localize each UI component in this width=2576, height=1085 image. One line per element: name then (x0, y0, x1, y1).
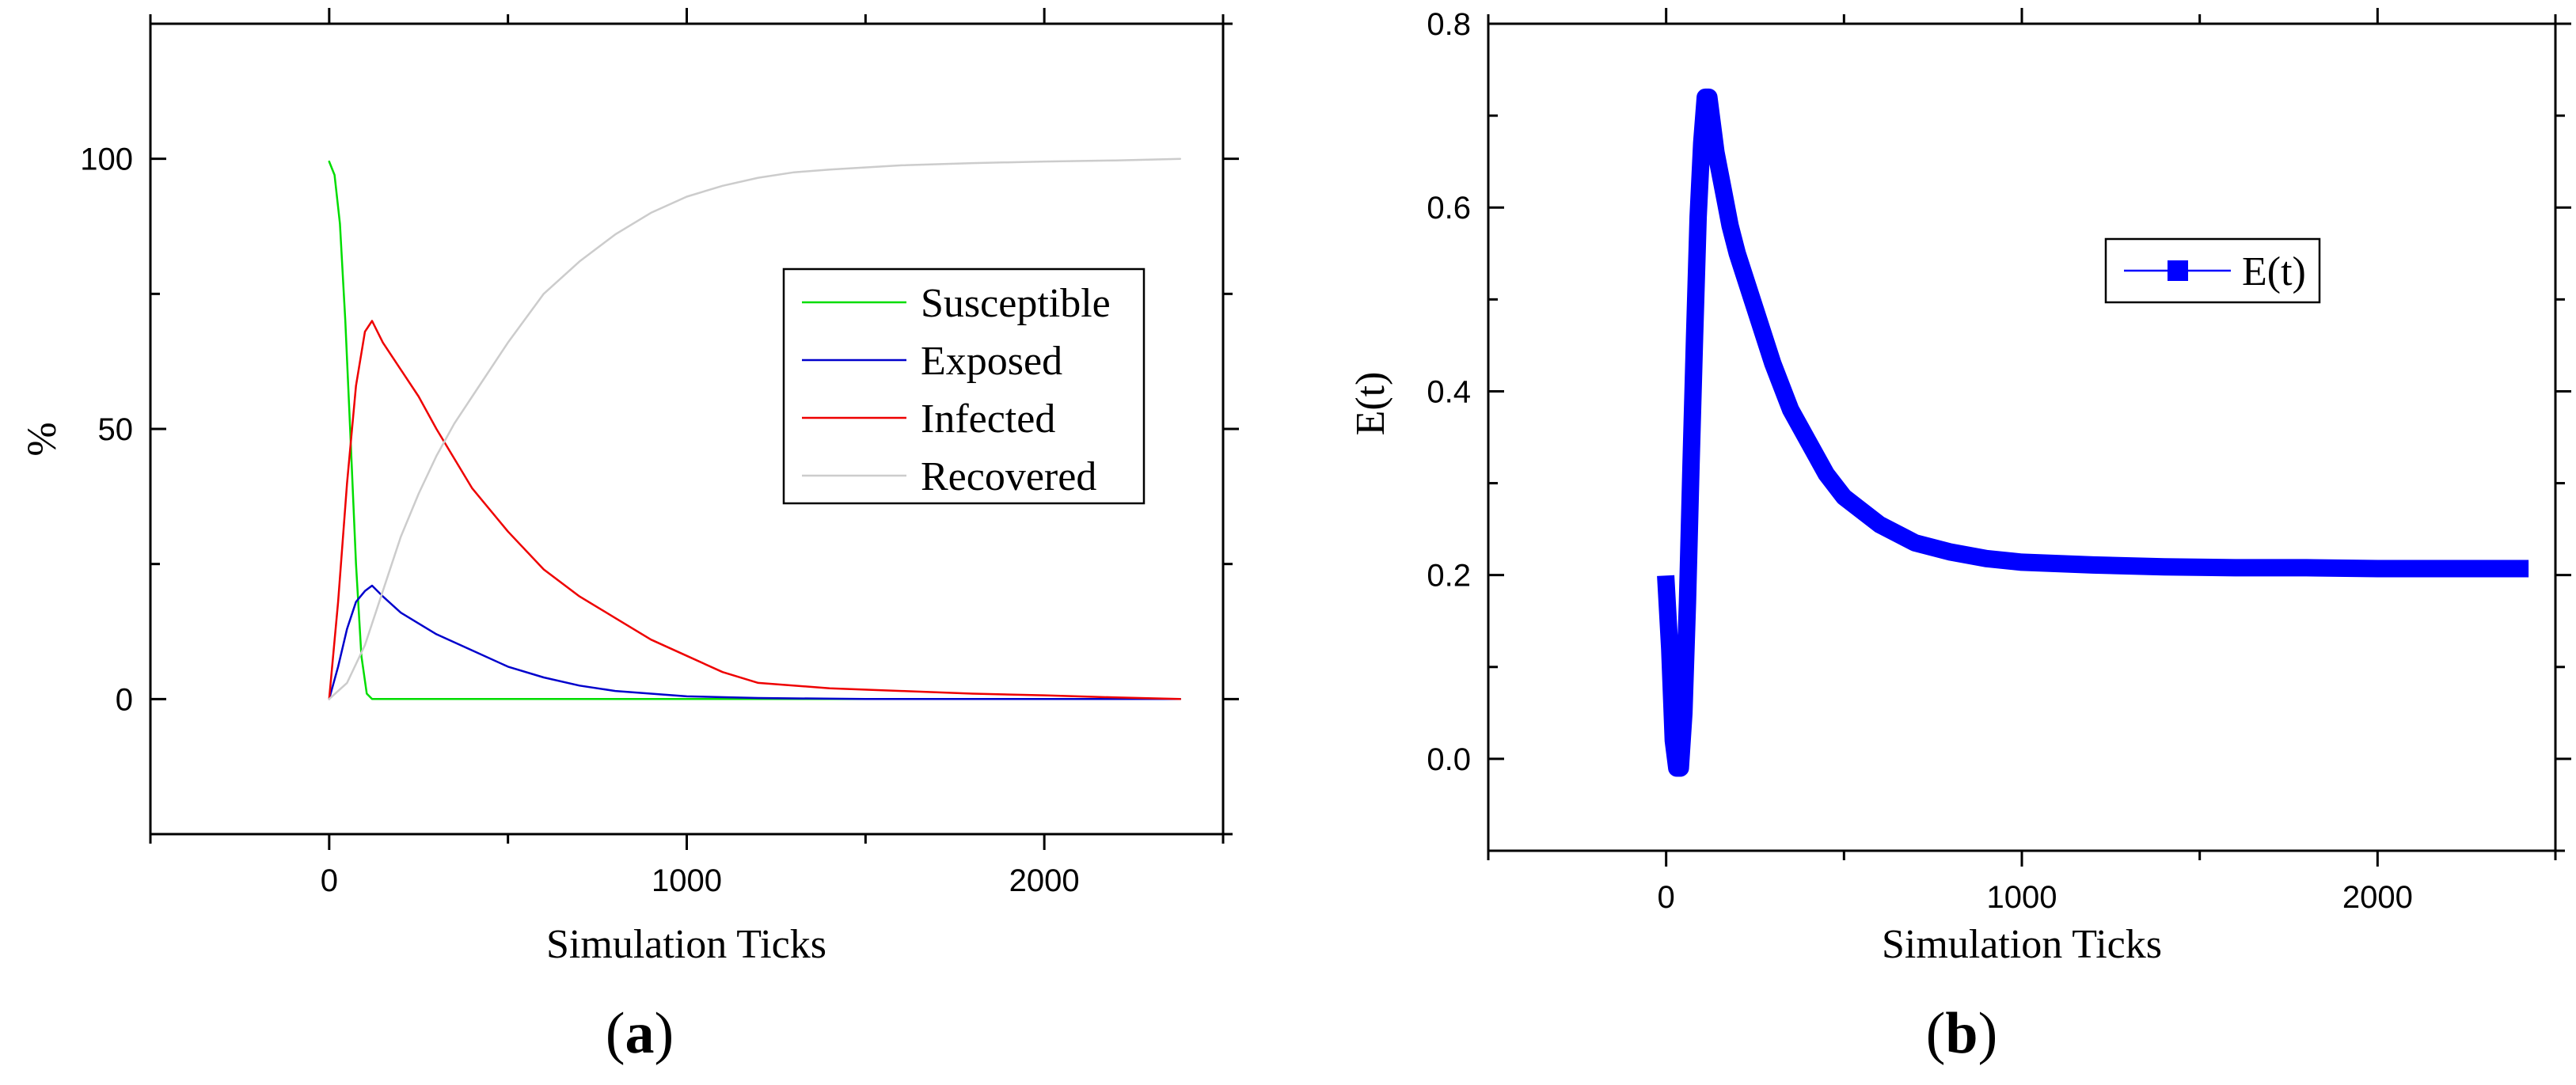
panel-a-ticks: 0 1000 2000 0 50 100 (80, 8, 1239, 898)
panel-a-legend: Susceptible Exposed Infected Recovered (782, 267, 1146, 505)
b-legend-label: E(t) (2242, 249, 2306, 294)
panel-a-label: (a) (606, 1001, 674, 1066)
panel-a-legend-box (782, 267, 1146, 505)
a-legend-label: Infected (921, 396, 1055, 442)
a-series-line-susceptible (328, 160, 1182, 700)
a-y-tick-label: 100 (80, 142, 133, 177)
panel-b-x-axis-title: Simulation Ticks (1882, 922, 2162, 967)
a-series-line-exposed (328, 584, 1182, 700)
b-x-tick-label: 1000 (1987, 880, 2057, 915)
panel-b-ticks: 0 1000 2000 0.0 0.2 0.4 0.6 0.8 (1427, 7, 2571, 915)
a-legend-label: Susceptible (921, 281, 1111, 326)
b-x-tick-label: 2000 (2342, 880, 2413, 915)
a-legend-label: Recovered (921, 454, 1096, 499)
a-x-tick-label: 2000 (1009, 863, 1080, 898)
b-y-tick-label: 0.4 (1427, 374, 1471, 409)
panel-b-label: (b) (1926, 1001, 1997, 1066)
panel-a-series (328, 157, 1182, 700)
panel-a-x-axis-title: Simulation Ticks (546, 922, 826, 967)
b-y-tick-label: 0.8 (1427, 7, 1471, 42)
b-y-tick-label: 0.0 (1427, 742, 1471, 777)
b-x-tick-label: 0 (1658, 880, 1675, 915)
panel-b-legend: E(t) (2104, 237, 2321, 304)
panel-b-chart: 0 1000 2000 0.0 0.2 0.4 0.6 0.8 Simulation Tick… (1348, 7, 2571, 1066)
a-series-line-infected (328, 320, 1182, 700)
panel-a-label-letter: a (625, 1001, 655, 1066)
a-y-tick-label: 0 (116, 682, 133, 717)
a-x-tick-label: 0 (321, 863, 338, 898)
a-series-line-recovered (328, 157, 1182, 700)
b-series-line-e-t- (1657, 88, 2529, 777)
b-y-tick-label: 0.2 (1427, 559, 1471, 594)
panel-a-chart: 0 1000 2000 0 50 100 Simulation Ticks % Susce… (20, 8, 1239, 1066)
panel-b-series (1657, 88, 2529, 777)
a-y-tick-label: 50 (98, 412, 134, 447)
b-y-tick-label: 0.6 (1427, 191, 1471, 226)
a-legend-label: Exposed (921, 339, 1062, 384)
panel-b-plot-frame (1487, 22, 2557, 852)
panel-b-y-axis-title: E(t) (1348, 372, 1393, 436)
b-legend-marker (2168, 260, 2188, 281)
a-x-tick-label: 1000 (652, 863, 722, 898)
panel-a-y-axis-title: % (20, 422, 65, 456)
panel-b-label-letter: b (1945, 1001, 1978, 1066)
